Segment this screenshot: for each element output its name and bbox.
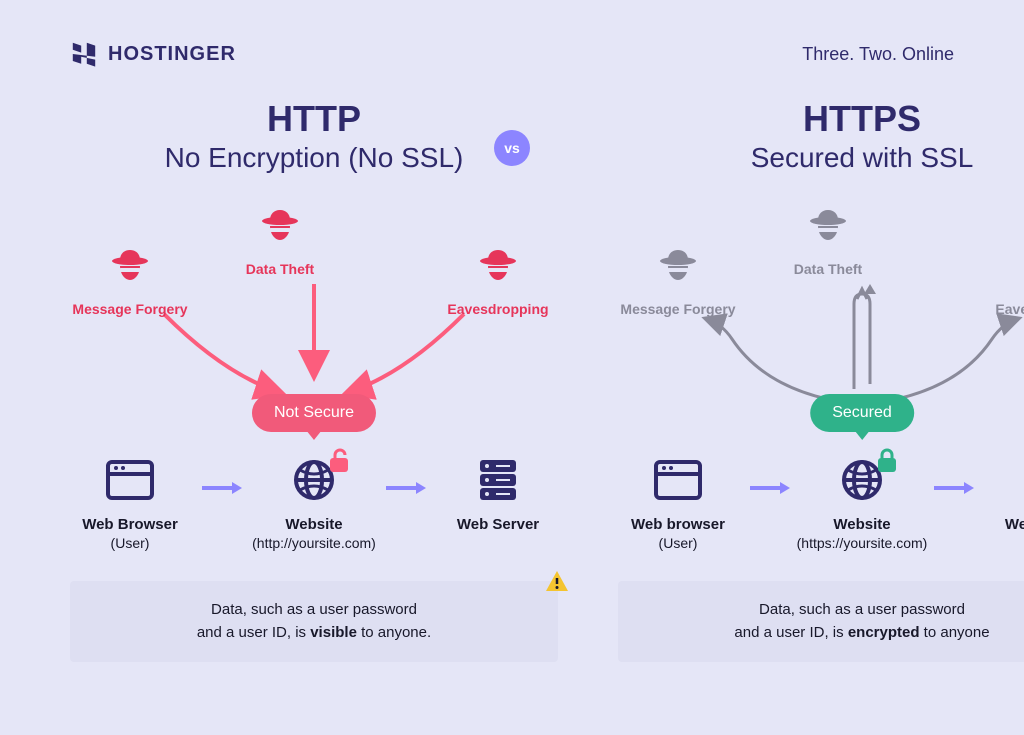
http-threats: Message Forgery Data Theft Eavesdropping… <box>50 204 578 414</box>
http-summary: Data, such as a user password and a user… <box>70 581 558 662</box>
status-secured: Secured <box>810 394 914 432</box>
spy-icon <box>655 244 701 290</box>
threat-label: Eavesdropping <box>976 301 1024 317</box>
header: HOSTINGER Three. Two. Online <box>0 0 1024 88</box>
spy-icon <box>107 244 153 290</box>
flow-sublabel: (https://yoursite.com) <box>792 535 932 551</box>
lock-icon <box>876 448 898 474</box>
tagline: Three. Two. Online <box>802 44 954 65</box>
https-title-main: HTTPS <box>598 98 1024 140</box>
spy-icon <box>805 204 851 250</box>
flow-server: Web Server <box>976 454 1024 535</box>
flow-label: Web Browser <box>60 516 200 533</box>
https-title: HTTPS Secured with SSL <box>598 98 1024 174</box>
summary-line2-pre: and a user ID, is <box>734 624 847 641</box>
threat-data-theft: Data Theft <box>210 204 350 277</box>
flow-server: Web Server <box>428 454 568 535</box>
summary-line2-post: to anyone. <box>357 624 431 641</box>
arrow-icon <box>200 480 244 496</box>
http-flow: Web Browser (User) Website (http://yours… <box>50 454 578 551</box>
arrow-icon <box>384 480 428 496</box>
vs-badge: vs <box>494 130 530 166</box>
summary-line2-post: to anyone <box>920 624 990 641</box>
https-summary: Data, such as a user password and a user… <box>618 581 1024 662</box>
flow-label: Web Server <box>428 516 568 533</box>
threat-eavesdropping: Eavesdropping <box>428 244 568 317</box>
brand-logo: HOSTINGER <box>70 40 236 68</box>
threat-label: Message Forgery <box>60 301 200 317</box>
flow-website: Website (https://yoursite.com) <box>792 454 932 551</box>
unlock-icon <box>328 448 350 474</box>
threat-data-theft: Data Theft <box>758 204 898 277</box>
threat-label: Data Theft <box>210 261 350 277</box>
https-flow: Web browser (User) Website (https://your… <box>598 454 1024 551</box>
flow-sublabel: (User) <box>60 535 200 551</box>
flow-website: Website (http://yoursite.com) <box>244 454 384 551</box>
threat-label: Message Forgery <box>608 301 748 317</box>
flow-label: Website <box>244 516 384 533</box>
browser-icon <box>106 456 154 504</box>
flow-label: Web Server <box>976 516 1024 533</box>
flow-sublabel: (User) <box>608 535 748 551</box>
warn-icon <box>544 569 570 595</box>
flow-label: Web browser <box>608 516 748 533</box>
threat-eavesdropping: Eavesdropping <box>976 244 1024 317</box>
arrow-icon <box>932 480 976 496</box>
server-icon <box>474 456 522 504</box>
https-panel: HTTPS Secured with SSL Messag <box>588 98 1024 662</box>
http-title-main: HTTP <box>50 98 578 140</box>
summary-bold: visible <box>310 624 357 641</box>
flow-browser: Web browser (User) <box>608 454 748 551</box>
http-panel: HTTP No Encryption (No SSL) Message Forg… <box>40 98 588 662</box>
flow-sublabel: (http://yoursite.com) <box>244 535 384 551</box>
threat-label: Eavesdropping <box>428 301 568 317</box>
threat-message-forgery: Message Forgery <box>608 244 748 317</box>
flow-browser: Web Browser (User) <box>60 454 200 551</box>
summary-line1: Data, such as a user password <box>759 601 965 618</box>
summary-line2-pre: and a user ID, is <box>197 624 310 641</box>
hostinger-icon <box>70 40 98 68</box>
summary-bold: encrypted <box>848 624 920 641</box>
https-title-sub: Secured with SSL <box>598 142 1024 174</box>
threat-label: Data Theft <box>758 261 898 277</box>
brand-name: HOSTINGER <box>108 43 236 66</box>
summary-line1: Data, such as a user password <box>211 601 417 618</box>
comparison-content: HTTP No Encryption (No SSL) Message Forg… <box>0 88 1024 662</box>
flow-label: Website <box>792 516 932 533</box>
browser-icon <box>654 456 702 504</box>
arrow-icon <box>748 480 792 496</box>
spy-icon <box>257 204 303 250</box>
threat-message-forgery: Message Forgery <box>60 244 200 317</box>
spy-icon <box>475 244 521 290</box>
https-threats: Message Forgery Data Theft Eavesdropping… <box>598 204 1024 414</box>
status-not-secure: Not Secure <box>252 394 376 432</box>
